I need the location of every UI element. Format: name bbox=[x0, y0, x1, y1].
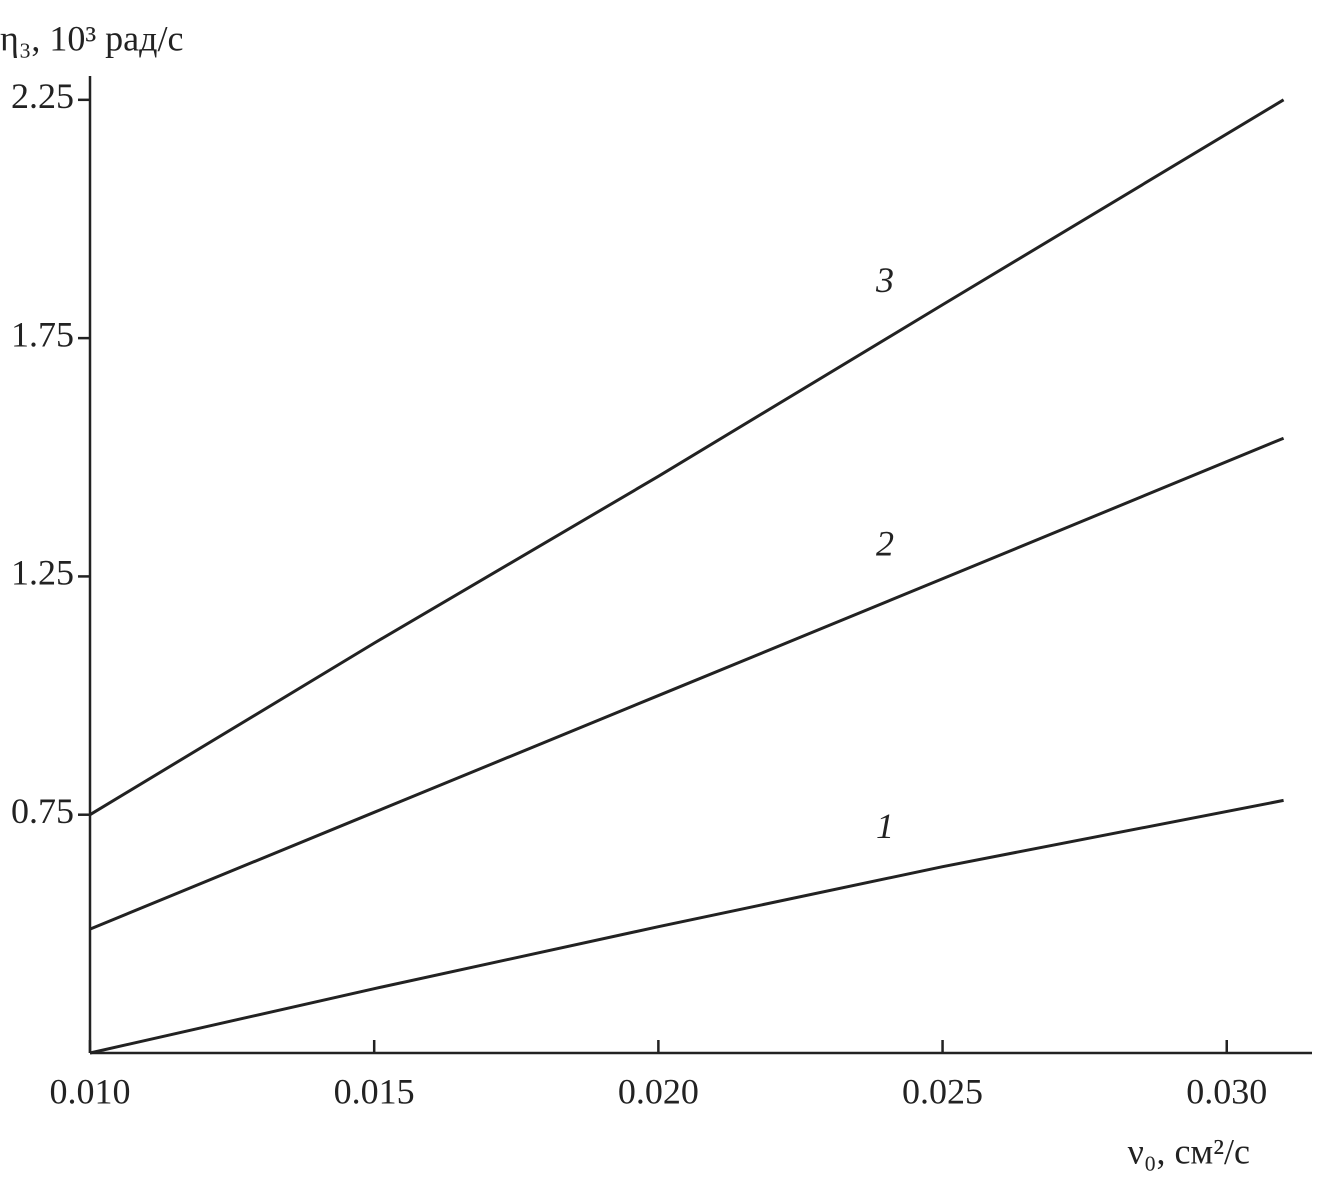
y-axis-title: η₃, 10³ рад/с bbox=[0, 18, 183, 58]
y-tick-label: 1.75 bbox=[11, 314, 74, 354]
x-tick-label: 0.030 bbox=[1186, 1071, 1267, 1111]
x-tick-label: 0.020 bbox=[618, 1071, 699, 1111]
series-line bbox=[89, 436, 1285, 931]
series-line bbox=[89, 798, 1284, 1055]
y-tick-label: 2.25 bbox=[11, 76, 74, 116]
y-tick-label: 1.25 bbox=[11, 553, 74, 593]
x-tick-label: 0.010 bbox=[50, 1071, 131, 1111]
series-line bbox=[89, 98, 1285, 816]
series-label: 1 bbox=[876, 806, 894, 846]
y-tick-label: 0.75 bbox=[11, 791, 74, 831]
series-label: 2 bbox=[876, 523, 894, 563]
x-axis-title: ν₀, см²/с bbox=[1128, 1131, 1250, 1171]
series-label: 3 bbox=[875, 260, 894, 300]
x-tick-label: 0.015 bbox=[334, 1071, 415, 1111]
x-tick-label: 0.025 bbox=[902, 1071, 983, 1111]
